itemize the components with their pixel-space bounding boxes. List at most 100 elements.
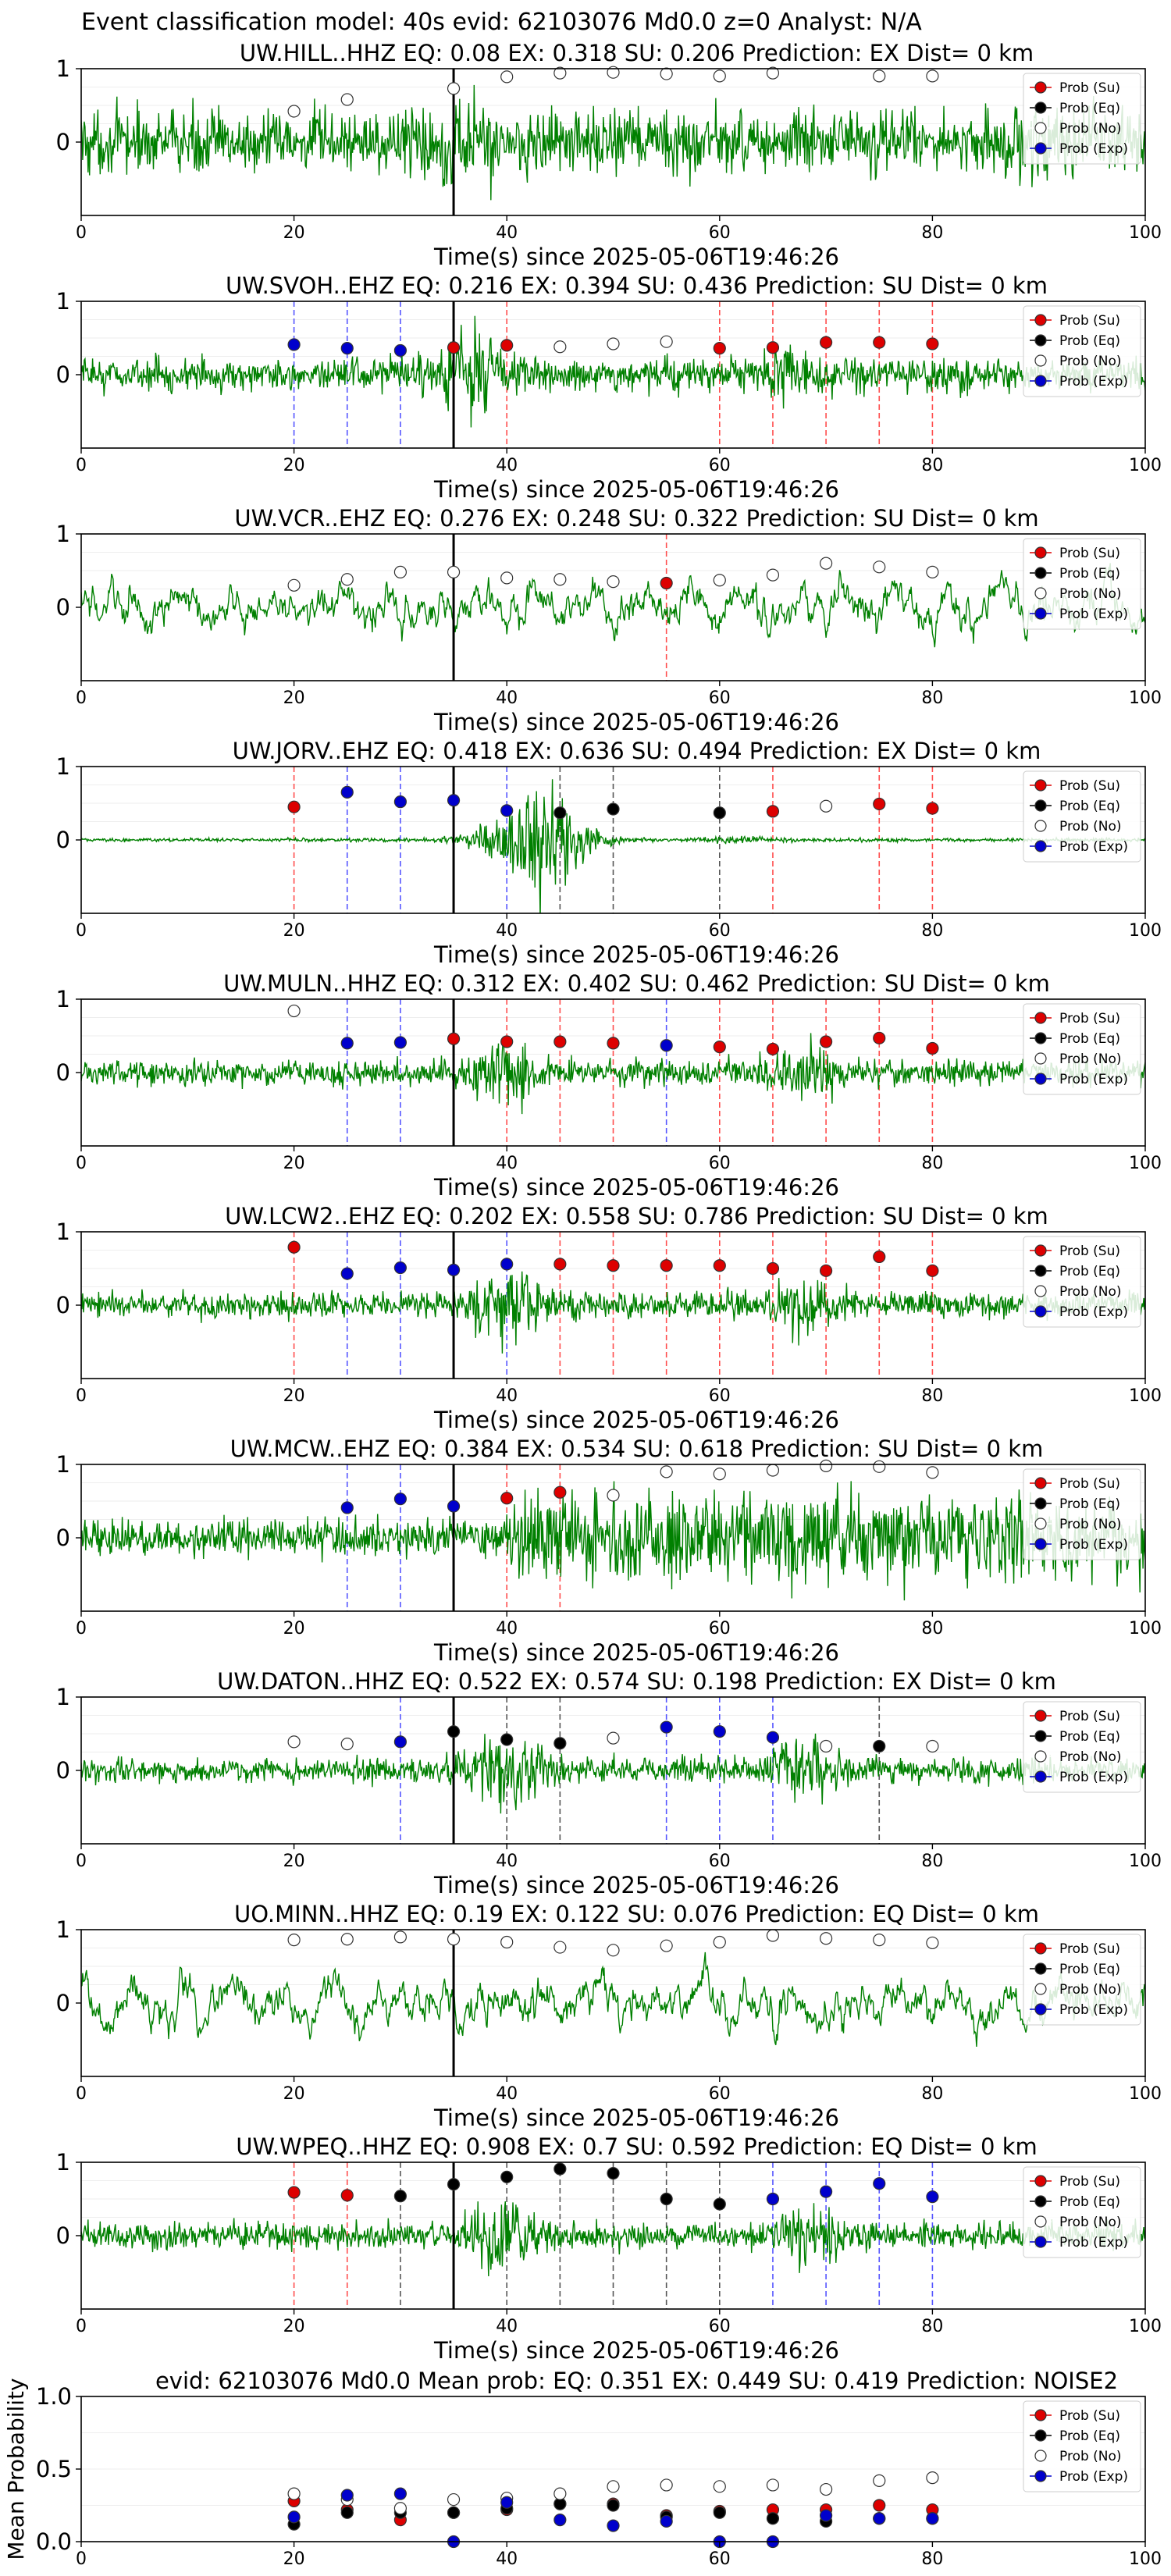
x-tick-label: 0 — [76, 1154, 87, 1173]
legend-label: Prob (Eq) — [1059, 566, 1120, 582]
legend-label: Prob (Exp) — [1059, 1072, 1128, 1087]
legend-marker-no — [1034, 354, 1047, 367]
x-tick-label: 60 — [709, 1154, 731, 1173]
x-tick-label: 60 — [709, 456, 731, 475]
prob-marker-exp — [500, 1258, 514, 1271]
legend-label: Prob (Su) — [1059, 1709, 1120, 1724]
x-tick-label: 60 — [709, 2317, 731, 2336]
x-tick-label: 40 — [496, 1154, 518, 1173]
prob-marker-no — [500, 1935, 514, 1949]
x-tick-label: 0 — [76, 688, 87, 708]
legend-label: Prob (Exp) — [1059, 374, 1128, 390]
prob-marker-exp — [447, 794, 461, 807]
y-axis-label: Mean Probability — [3, 2378, 29, 2560]
prob-marker-exp — [447, 1500, 461, 1513]
legend-label: Prob (No) — [1059, 1982, 1122, 1998]
prob-marker-no — [287, 1934, 301, 1947]
legend-label: Prob (Exp) — [1059, 2235, 1128, 2250]
x-tick-label: 20 — [283, 1619, 305, 1638]
x-axis-label: Time(s) since 2025-05-06T19:46:26 — [433, 1639, 839, 1666]
legend-marker-su — [1034, 314, 1047, 326]
x-tick-label: 40 — [496, 1386, 518, 1406]
prob-marker-no — [873, 1460, 886, 1473]
prob-marker-no — [500, 70, 514, 84]
legend-label: Prob (Su) — [1059, 1011, 1120, 1026]
legend-label: Prob (Exp) — [1059, 2469, 1128, 2485]
legend-box — [1023, 73, 1141, 165]
x-tick-label: 100 — [1129, 1619, 1162, 1638]
prob-marker-exp — [393, 1261, 408, 1275]
legend-marker-exp — [1034, 2003, 1047, 2016]
legend-label: Prob (Eq) — [1059, 333, 1120, 349]
mean-marker-no — [766, 2478, 780, 2492]
x-tick-label: 20 — [283, 2549, 305, 2569]
y-tick-label: 1 — [56, 1684, 70, 1710]
x-tick-label: 20 — [283, 1154, 305, 1173]
legend-label: Prob (No) — [1059, 2215, 1122, 2230]
x-tick-label: 80 — [921, 456, 943, 475]
prob-marker-no — [553, 1941, 567, 1954]
legend-marker-eq — [1034, 2429, 1047, 2442]
prob-marker-exp — [340, 1501, 354, 1514]
x-tick-label: 0 — [76, 1619, 87, 1638]
prob-marker-eq — [873, 1739, 886, 1753]
mean-marker-su — [873, 2499, 886, 2512]
x-tick-label: 40 — [496, 921, 518, 941]
x-axis-label: Time(s) since 2025-05-06T19:46:26 — [433, 476, 839, 503]
x-tick-label: 40 — [496, 456, 518, 475]
x-tick-label: 40 — [496, 2084, 518, 2104]
waveform-trace — [81, 1271, 1145, 1354]
panel-title: UW.WPEQ..HHZ EQ: 0.908 EX: 0.7 SU: 0.592… — [236, 2133, 1038, 2160]
x-tick-label: 60 — [709, 223, 731, 243]
prob-marker-no — [340, 573, 354, 586]
legend: Prob (Su) Prob (Eq) Prob (No) Prob (Exp) — [1023, 1003, 1141, 1095]
panel-9: UO.MINN..HHZ EQ: 0.19 EX: 0.122 SU: 0.07… — [56, 1901, 1162, 2131]
prob-marker-no — [660, 1465, 673, 1478]
prob-marker-eq — [500, 2170, 514, 2183]
waveform-trace — [81, 1481, 1145, 1601]
y-tick-label: 1.0 — [36, 2383, 72, 2410]
y-tick-label: 0 — [56, 594, 70, 621]
prob-marker-no — [873, 1934, 886, 1947]
legend-marker-exp — [1034, 1305, 1047, 1318]
panel-title: UW.HILL..HHZ EQ: 0.08 EX: 0.318 SU: 0.20… — [240, 40, 1034, 66]
legend-label: Prob (No) — [1059, 586, 1122, 602]
prob-marker-su — [766, 1042, 780, 1056]
prob-marker-no — [287, 578, 301, 592]
legend-box — [1023, 538, 1141, 630]
prob-marker-su — [713, 342, 726, 355]
prob-marker-no — [926, 69, 939, 83]
prob-marker-no — [926, 565, 939, 578]
panel-title: UW.MULN..HHZ EQ: 0.312 EX: 0.402 SU: 0.4… — [223, 970, 1050, 997]
mean-marker-exp — [607, 2519, 620, 2532]
x-tick-label: 20 — [283, 688, 305, 708]
legend-marker-su — [1034, 1012, 1047, 1024]
x-tick-label: 60 — [709, 2084, 731, 2104]
prob-marker-su — [819, 1035, 833, 1048]
prob-marker-su — [287, 800, 301, 813]
x-tick-label: 20 — [283, 1386, 305, 1406]
panel-title: UW.SVOH..EHZ EQ: 0.216 EX: 0.394 SU: 0.4… — [226, 272, 1048, 299]
mean-marker-exp — [819, 2509, 833, 2522]
prob-marker-su — [340, 2189, 354, 2202]
mean-marker-no — [393, 2502, 408, 2515]
prob-marker-exp — [660, 1039, 673, 1052]
legend-label: Prob (No) — [1059, 1051, 1122, 1067]
prob-marker-no — [340, 1738, 354, 1751]
legend-label: Prob (Exp) — [1059, 1537, 1128, 1553]
mean-marker-exp — [287, 2510, 301, 2524]
legend: Prob (Su) Prob (Eq) Prob (No) Prob (Exp) — [1023, 1701, 1141, 1793]
panel-4: UW.JORV..EHZ EQ: 0.418 EX: 0.636 SU: 0.4… — [56, 738, 1162, 968]
prob-marker-su — [447, 1032, 461, 1045]
legend-marker-su — [1034, 546, 1047, 559]
mean-marker-no — [713, 2480, 726, 2493]
y-tick-label: 0.0 — [36, 2528, 72, 2555]
mean-marker-no — [873, 2474, 886, 2487]
prob-marker-su — [287, 2186, 301, 2199]
legend-marker-no — [1034, 1052, 1047, 1065]
x-tick-label: 100 — [1129, 2084, 1162, 2104]
prob-marker-no — [713, 69, 726, 83]
prob-marker-exp — [393, 1493, 408, 1506]
waveform-trace — [81, 1952, 1145, 2048]
